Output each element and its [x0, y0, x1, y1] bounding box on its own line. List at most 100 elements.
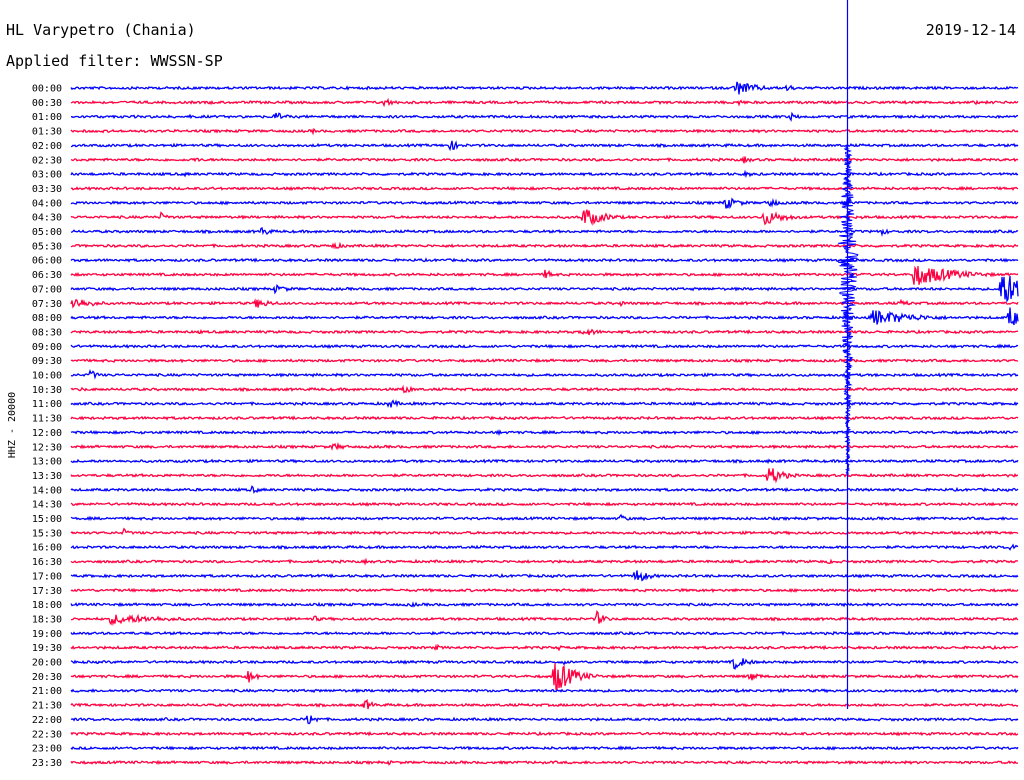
trace-line-0000 [70, 81, 1019, 95]
date-label: 2019-12-14 [926, 21, 1016, 39]
y-axis-label: HHZ - 20000 [7, 392, 18, 458]
time-tick-label: 20:30 [32, 672, 62, 683]
time-tick-label: 02:30 [32, 155, 62, 166]
trace-line-0130 [70, 127, 1019, 136]
time-tick-label: 07:30 [32, 299, 62, 310]
time-tick-label: 20:00 [32, 658, 62, 669]
time-tick-label: 03:00 [32, 170, 62, 181]
trace-line-0100 [70, 111, 1019, 122]
time-tick-label: 11:00 [32, 399, 62, 410]
time-tick-label: 16:00 [32, 543, 62, 554]
trace-line-1230 [70, 441, 1019, 451]
time-tick-label: 18:30 [32, 614, 62, 625]
time-tick-label: 19:30 [32, 643, 62, 654]
trace-line-1500 [70, 513, 1018, 522]
time-tick-label: 14:30 [32, 500, 62, 511]
trace-line-0700 [70, 275, 1019, 303]
trace-line-2000 [70, 658, 1019, 670]
time-tick-label: 21:30 [32, 701, 62, 712]
station-title: HL Varypetro (Chania) [6, 21, 196, 39]
time-tick-label: 03:30 [32, 184, 62, 195]
trace-line-2230 [70, 730, 1019, 737]
time-tick-label: 18:00 [32, 600, 62, 611]
trace-series [70, 81, 1019, 766]
time-tick-label: 01:30 [32, 127, 62, 138]
trace-line-0830 [70, 328, 1019, 336]
trace-line-2300 [70, 745, 1019, 751]
trace-line-2330 [70, 759, 1019, 766]
trace-line-1030 [70, 384, 1019, 394]
trace-line-0230 [70, 155, 1019, 164]
time-tick-label: 10:30 [32, 385, 62, 396]
trace-line-0500 [70, 226, 1019, 238]
trace-line-1930 [70, 643, 1019, 652]
trace-line-1330 [70, 468, 1019, 484]
time-tick-label: 23:00 [32, 744, 62, 755]
trace-line-2200 [70, 715, 1019, 725]
trace-line-0600 [70, 257, 1019, 263]
time-tick-label: 06:00 [32, 256, 62, 267]
time-tick-label: 05:00 [32, 227, 62, 238]
trace-line-0530 [70, 241, 1019, 250]
time-tick-label: 09:00 [32, 342, 62, 353]
time-tick-label: 19:00 [32, 629, 62, 640]
time-tick-label: 00:00 [32, 84, 62, 95]
time-tick-label: 08:30 [32, 327, 62, 338]
trace-line-0900 [70, 343, 1019, 349]
time-tick-label: 04:00 [32, 198, 62, 209]
trace-line-1300 [70, 458, 1019, 465]
time-tick-label: 22:00 [32, 715, 62, 726]
trace-line-0400 [70, 197, 1019, 210]
time-tick-label: 05:30 [32, 241, 62, 252]
trace-line-1800 [70, 601, 1019, 608]
trace-line-1530 [70, 527, 1019, 536]
trace-line-0730 [70, 298, 1019, 309]
trace-line-1700 [70, 570, 1019, 582]
time-tick-label: 23:30 [32, 758, 62, 769]
major-earthquake-trace [837, 0, 859, 710]
trace-line-2030 [70, 663, 1019, 690]
time-tick-label: 11:30 [32, 414, 62, 425]
time-tick-label: 22:30 [32, 729, 62, 740]
time-tick-label: 15:30 [32, 528, 62, 539]
trace-line-1200 [70, 429, 1019, 437]
time-tick-label: 09:30 [32, 356, 62, 367]
time-tick-labels: 00:00 00:30 01:00 01:30 02:00 02:30 03:00 03:30… [32, 84, 62, 769]
trace-line-2100 [70, 687, 1019, 694]
trace-line-1430 [70, 501, 1019, 507]
time-tick-label: 07:00 [32, 284, 62, 295]
trace-line-1900 [70, 630, 1019, 636]
trace-line-2130 [70, 698, 1019, 710]
time-tick-label: 06:30 [32, 270, 62, 281]
trace-line-1600 [70, 543, 1019, 551]
trace-line-0430 [70, 209, 1019, 226]
time-tick-label: 12:30 [32, 442, 62, 453]
trace-line-1630 [70, 557, 1019, 566]
trace-line-1100 [70, 399, 1019, 408]
time-tick-label: 17:00 [32, 571, 62, 582]
trace-line-0030 [70, 97, 1019, 108]
time-tick-label: 00:30 [32, 98, 62, 109]
time-tick-label: 13:30 [32, 471, 62, 482]
time-tick-label: 10:00 [32, 371, 62, 382]
trace-line-0200 [70, 140, 1019, 152]
time-tick-label: 04:30 [32, 213, 62, 224]
time-tick-label: 13:00 [32, 457, 62, 468]
major-event-coda [837, 145, 859, 476]
filter-label: Applied filter: WWSSN-SP [6, 52, 223, 70]
trace-line-1400 [70, 485, 1019, 494]
time-tick-label: 08:00 [32, 313, 62, 324]
time-tick-label: 16:30 [32, 557, 62, 568]
time-tick-label: 01:00 [32, 112, 62, 123]
trace-line-0630 [70, 265, 1019, 285]
time-tick-label: 02:00 [32, 141, 62, 152]
trace-line-1830 [71, 609, 1019, 627]
trace-line-1000 [70, 368, 1019, 380]
trace-line-0330 [70, 185, 1019, 192]
trace-line-0300 [70, 169, 1019, 179]
time-tick-label: 17:30 [32, 586, 62, 597]
trace-line-1730 [70, 587, 1019, 593]
trace-line-1130 [70, 415, 1019, 421]
time-tick-label: 12:00 [32, 428, 62, 439]
